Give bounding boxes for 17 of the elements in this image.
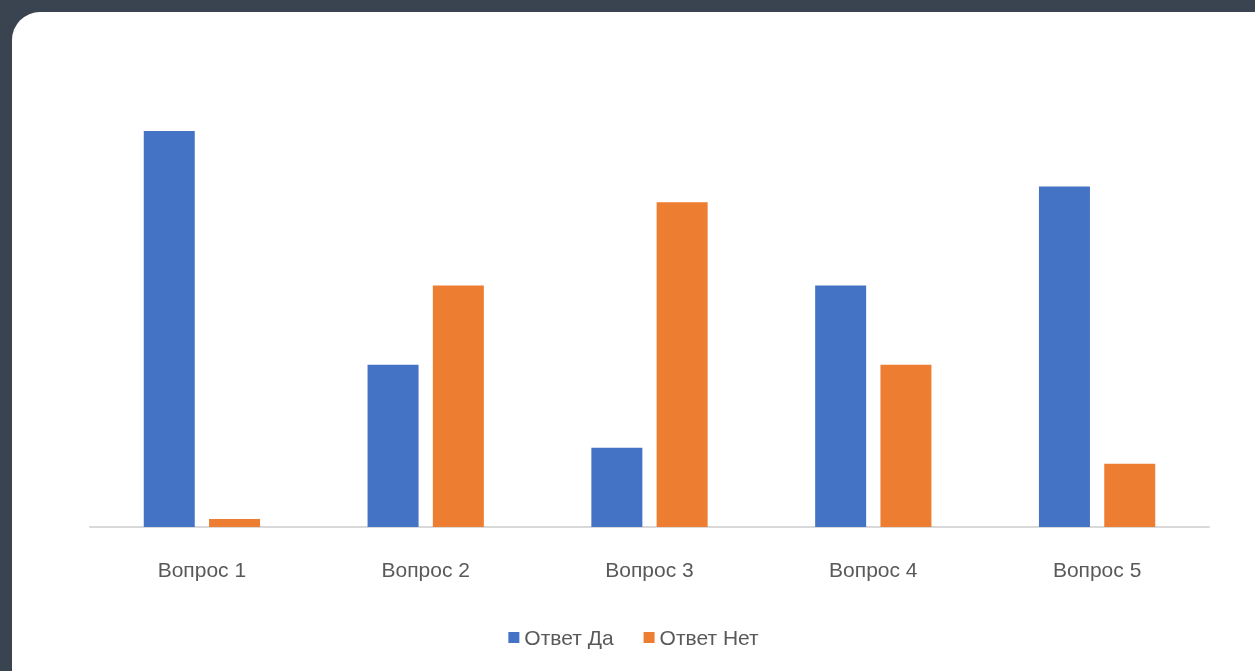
x-tick-label: Вопрос 1 [157, 558, 247, 581]
x-tick-label: Вопрос 3 [605, 558, 694, 581]
bar [367, 364, 419, 527]
x-tick-label: Вопрос 2 [381, 558, 470, 581]
bar [815, 285, 867, 527]
bar [1038, 186, 1090, 527]
x-tick-label: Вопрос 4 [829, 558, 918, 581]
bar [143, 131, 195, 527]
bar [432, 285, 484, 527]
bar [591, 447, 643, 527]
legend-label: Ответ Да [524, 626, 614, 649]
bar [209, 519, 261, 527]
x-tick-label: Вопрос 5 [1052, 558, 1142, 581]
bar [656, 202, 708, 527]
legend-label: Ответ Нет [659, 626, 760, 649]
bar [1104, 463, 1156, 527]
bar [880, 364, 932, 527]
